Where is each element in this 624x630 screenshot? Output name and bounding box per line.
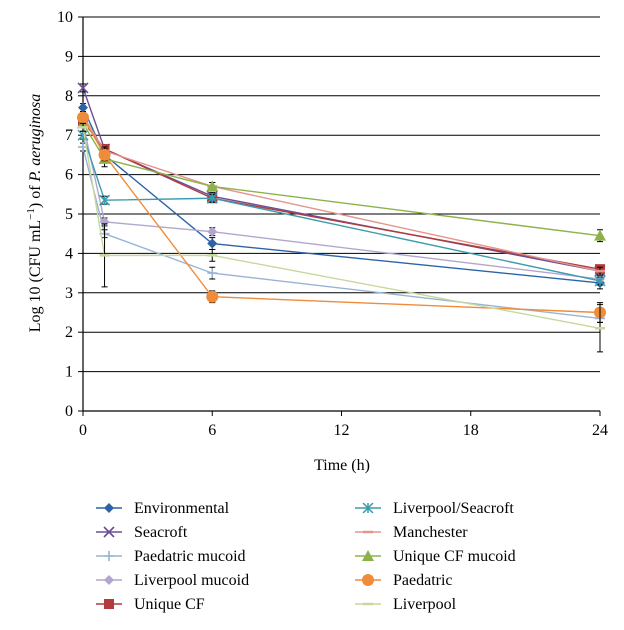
legend: Environmental Seacroft Paedatric mucoid Liv… [96,500,516,613]
y-tick-label-2: 2 [65,324,73,341]
legend-item-liverpool: Liverpool [355,596,457,613]
legend-item-seacroft: Seacroft [96,524,188,541]
legend-marker-unique-cf-mucoid [362,550,374,561]
y-tick-label-9: 9 [65,48,73,65]
series-line-liverpool [82,127,601,329]
series-liverpool-seacroft [77,129,606,287]
point-paedatric-6 [206,290,219,303]
grid-lines [83,16,600,373]
series-paedatric [77,111,606,323]
y-tick-label-7: 7 [65,127,73,144]
series-unique-cf [78,116,605,275]
series-environmental [78,102,605,290]
legend-item-environmental: Environmental [96,500,230,517]
y-axis-title-superscript: −1 [25,208,37,220]
series-lines [77,82,606,353]
y-axis-title-main: Log 10 (CFU mL [27,220,44,332]
point-environmental-0 [78,102,88,113]
y-tick-label-5: 5 [65,206,73,223]
series-line-seacroft [82,87,601,272]
y-tick-label-3: 3 [65,285,73,302]
point-paedatric-0 [77,111,89,124]
point-unique-cf-mucoid-24 [594,229,606,241]
legend-marker-liverpool-mucoid [104,575,114,585]
x-tick-label-12: 12 [334,422,350,439]
x-tick-label-18: 18 [463,422,479,439]
y-tick-label-1: 1 [65,364,73,381]
y-axis-title-organism: P. aeruginosa [27,94,44,183]
y-tick-label-0: 0 [65,403,73,420]
legend-item-liverpool-seacroft: Liverpool/Seacroft [355,500,514,517]
legend-label-environmental: Environmental [134,500,230,517]
series-paedatric-mucoid [78,142,605,324]
y-axis-title: Log 10 (CFU mL−1) of P. aeruginosa [25,94,44,333]
legend-marker-unique-cf [104,599,114,609]
legend-item-unique-cf: Unique CF [96,596,205,613]
point-liverpool-seacroft-1 [99,194,111,206]
point-liverpool-seacroft-0 [77,129,89,141]
point-liverpool-seacroft-24 [594,275,606,287]
y-tick-label-4: 4 [65,245,73,262]
x-tick-labels: 0 6 12 18 24 [79,411,608,439]
point-liverpool-seacroft-6 [206,192,218,204]
y-tick-labels: 0 1 2 3 4 5 6 7 8 9 10 [57,9,83,420]
series-line-manchester [82,115,601,272]
x-tick-label-0: 0 [79,422,87,439]
series-line-unique-cf-mucoid [82,123,601,237]
point-liverpool-mucoid-6 [207,226,218,237]
legend-label-liverpool-mucoid: Liverpool mucoid [134,572,249,589]
legend-marker-paedatric-mucoid [104,551,114,561]
legend-item-liverpool-mucoid: Liverpool mucoid [96,572,249,589]
legend-item-paedatric: Paedatric [355,572,453,589]
point-liverpool-mucoid-1 [99,216,110,227]
series-liverpool [78,122,605,353]
point-paedatric-1 [98,148,111,161]
legend-label-liverpool: Liverpool [393,596,457,613]
legend-label-paedatric: Paedatric [393,572,453,589]
y-axis-title-rest: ) of [27,181,44,208]
point-environmental-6 [207,238,218,249]
legend-marker-seacroft [103,526,115,538]
point-paedatric-mucoid-6 [207,268,218,279]
y-tick-label-10: 10 [57,9,73,26]
legend-marker-liverpool-seacroft [362,502,374,514]
y-tick-label-6: 6 [65,167,73,184]
x-tick-label-6: 6 [208,422,216,439]
point-unique-cf-mucoid-6 [206,180,219,192]
legend-item-paedatric-mucoid: Paedatric mucoid [96,548,246,565]
legend-label-seacroft: Seacroft [134,524,188,541]
y-tick-label-8: 8 [65,88,73,105]
legend-marker-environmental [104,503,114,513]
legend-label-liverpool-seacroft: Liverpool/Seacroft [393,500,514,517]
x-axis-title: Time (h) [314,457,370,474]
legend-label-unique-cf: Unique CF [134,596,205,613]
legend-label-unique-cf-mucoid: Unique CF mucoid [393,548,516,565]
series-manchester [78,111,605,276]
legend-item-unique-cf-mucoid: Unique CF mucoid [355,548,516,565]
series-line-liverpool-seacroft [82,134,601,282]
series-liverpool-mucoid [78,118,605,285]
series-line-paedatric [82,117,601,314]
legend-label-paedatric-mucoid: Paedatric mucoid [134,548,246,565]
legend-marker-paedatric [362,574,374,586]
legend-label-manchester: Manchester [393,524,468,541]
legend-item-manchester: Manchester [355,524,468,541]
point-seacroft-0 [77,82,89,94]
x-tick-label-24: 24 [592,422,608,439]
